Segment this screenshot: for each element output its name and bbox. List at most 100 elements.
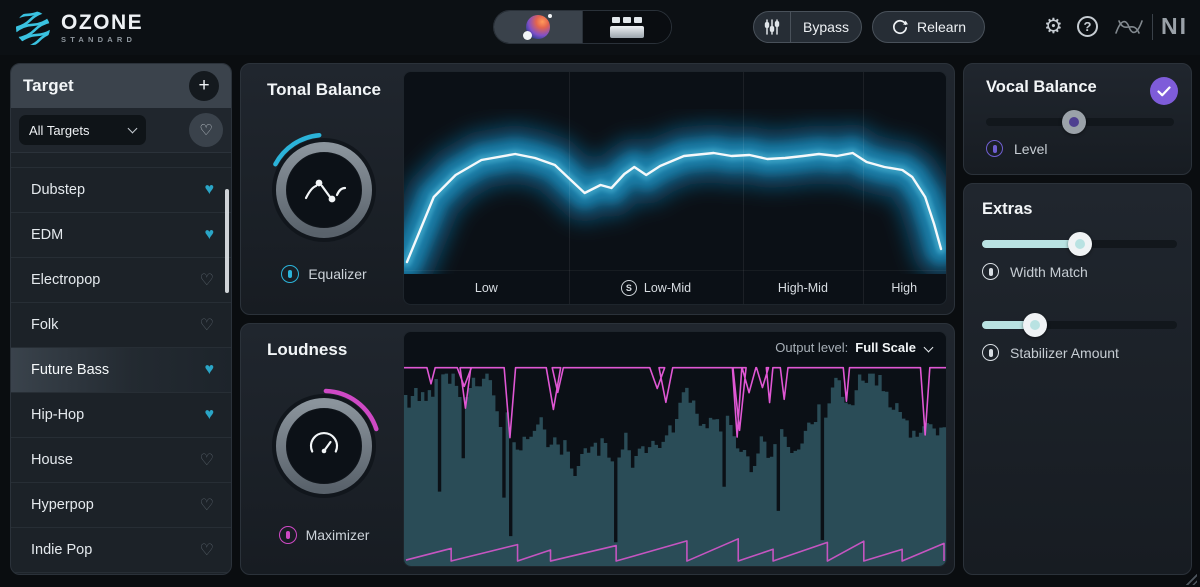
loudness-title: Loudness xyxy=(267,340,348,359)
assistant-view-tab[interactable] xyxy=(494,11,582,43)
favorite-heart-icon[interactable]: ♡ xyxy=(199,317,214,334)
equalizer-label: Equalizer xyxy=(308,266,367,282)
favorite-heart-icon[interactable]: ♡ xyxy=(199,272,214,289)
target-row[interactable]: EDM ♥ xyxy=(11,213,231,258)
maximizer-label: Maximizer xyxy=(305,527,370,543)
top-bar: OZONE STANDARD xyxy=(0,0,1200,55)
favorite-heart-icon[interactable]: ♡ xyxy=(199,497,214,514)
band-divider xyxy=(568,72,570,304)
help-icon[interactable]: ? xyxy=(1077,16,1098,37)
favorite-heart-icon[interactable]: ♥ xyxy=(204,226,215,243)
slider-power-icon[interactable] xyxy=(982,263,999,280)
fader-icon xyxy=(764,19,780,35)
solo-badge[interactable]: S xyxy=(620,279,637,296)
maximizer-power-icon[interactable] xyxy=(278,526,297,544)
slider-handle[interactable] xyxy=(1022,313,1047,337)
slider-fill xyxy=(982,321,1035,329)
target-list: Dubstep ♥ EDM ♥ Electropop ♡ Folk ♡ Future Bass ♥… xyxy=(11,168,231,574)
modules-icon xyxy=(609,16,645,38)
band-label-strip: Low S Low-Mid High-Mid High xyxy=(404,270,946,304)
equalizer-power-icon[interactable] xyxy=(281,265,300,283)
spectrum-curve xyxy=(405,151,943,264)
target-title: Target xyxy=(23,76,74,95)
check-icon xyxy=(1157,85,1171,96)
equalizer-module-row: Equalizer xyxy=(254,265,394,283)
assistant-sphere-icon xyxy=(523,14,552,40)
target-row[interactable]: Hyperpop ♡ xyxy=(11,483,231,528)
band-divider xyxy=(743,72,745,304)
favorite-heart-icon[interactable]: ♥ xyxy=(204,181,215,198)
gain-match-button[interactable] xyxy=(754,12,791,42)
target-filter-value: All Targets xyxy=(29,122,90,138)
vocal-level-slider-handle[interactable] xyxy=(1062,110,1087,134)
output-level-value: Full Scale xyxy=(855,340,916,355)
detailed-view-tab[interactable] xyxy=(582,11,671,43)
target-row[interactable]: Electropop ♡ xyxy=(11,258,231,303)
target-row-label: Hip-Hop xyxy=(31,407,85,423)
bypass-button[interactable]: Bypass xyxy=(803,19,849,35)
equalizer-knob-arc xyxy=(273,132,322,167)
equalizer-curve-icon xyxy=(304,179,347,203)
vocal-level-slider[interactable] xyxy=(986,110,1174,134)
slider-label-row: Stabilizer Amount xyxy=(982,344,1119,361)
chevron-down-icon xyxy=(923,342,934,353)
band-label-text: Low xyxy=(474,280,498,295)
target-row[interactable]: Dubstep ♥ xyxy=(11,168,231,213)
band-label-low[interactable]: Low xyxy=(404,271,569,304)
vocal-level-row: Level xyxy=(986,140,1047,157)
equalizer-knob[interactable] xyxy=(264,130,384,250)
vocal-level-power-icon[interactable] xyxy=(986,140,1003,157)
target-filter-row: All Targets ♡ xyxy=(11,108,231,153)
relearn-button[interactable]: Relearn xyxy=(872,11,985,43)
favorites-filter-button[interactable]: ♡ xyxy=(189,113,223,147)
slider-power-icon[interactable] xyxy=(982,344,999,361)
ni-logo: NI xyxy=(1161,13,1188,39)
slider-label-text: Width Match xyxy=(1010,263,1088,280)
maximizer-knob-arc xyxy=(323,388,379,432)
band-label-high-mid[interactable]: High-Mid xyxy=(743,271,862,304)
maximizer-module-row: Maximizer xyxy=(254,526,394,544)
favorite-heart-icon[interactable]: ♡ xyxy=(199,452,214,469)
target-row[interactable]: House ♡ xyxy=(11,438,231,483)
band-divider xyxy=(862,72,864,304)
slider-handle[interactable] xyxy=(1067,232,1092,256)
output-level-dropdown[interactable]: Output level: Full Scale xyxy=(775,340,934,355)
maximizer-knob[interactable] xyxy=(264,386,384,506)
vocal-balance-check-button[interactable] xyxy=(1150,77,1178,105)
width-match-slider[interactable] xyxy=(982,232,1177,256)
extras-title: Extras xyxy=(982,200,1033,218)
topbar-divider xyxy=(1152,14,1153,40)
band-label-high[interactable]: High xyxy=(863,271,946,304)
app-name: OZONE xyxy=(61,10,144,34)
add-target-button[interactable]: + xyxy=(189,71,219,101)
target-row-label: Electropop xyxy=(31,272,101,288)
slider-label-text: Stabilizer Amount xyxy=(1010,344,1119,361)
target-row[interactable]: Indie Pop ♡ xyxy=(11,528,231,573)
favorite-heart-icon[interactable]: ♥ xyxy=(204,406,215,423)
target-row-label: House xyxy=(31,452,73,468)
favorite-heart-icon[interactable]: ♡ xyxy=(199,542,214,559)
izotope-mark-icon xyxy=(1115,20,1143,34)
target-row[interactable]: Hip-Hop ♥ xyxy=(11,393,231,438)
main-layout: Target + All Targets ♡ Dubstep ♥ EDM ♥ Elect… xyxy=(0,55,1200,587)
target-row[interactable]: Folk ♡ xyxy=(11,303,231,348)
band-label-low-mid[interactable]: S Low-Mid xyxy=(569,271,744,304)
chevron-down-icon xyxy=(127,123,138,134)
relearn-label: Relearn xyxy=(916,19,967,35)
loudness-display: Output level: Full Scale xyxy=(403,331,947,567)
target-row-label: Hyperpop xyxy=(31,497,94,513)
loudness-panel: Loudness Maximizer xyxy=(240,323,955,575)
sidebar-scrollbar[interactable] xyxy=(225,189,229,293)
target-row-label: Folk xyxy=(31,317,59,333)
vocal-balance-title: Vocal Balance xyxy=(986,78,1097,96)
band-label-text: High-Mid xyxy=(777,280,828,295)
stabilizer-amount-slider[interactable] xyxy=(982,313,1177,337)
settings-gear-icon[interactable]: ⚙ xyxy=(1044,15,1063,38)
target-filter-dropdown[interactable]: All Targets xyxy=(19,115,146,145)
target-range-band xyxy=(404,138,946,274)
target-row[interactable]: Future Bass ♥ xyxy=(11,348,231,393)
vocal-balance-panel: Vocal Balance Level xyxy=(963,63,1192,175)
center-column: Tonal Balance xyxy=(240,63,955,575)
favorite-heart-icon[interactable]: ♥ xyxy=(204,361,215,378)
target-row-label: Dubstep xyxy=(31,182,86,198)
